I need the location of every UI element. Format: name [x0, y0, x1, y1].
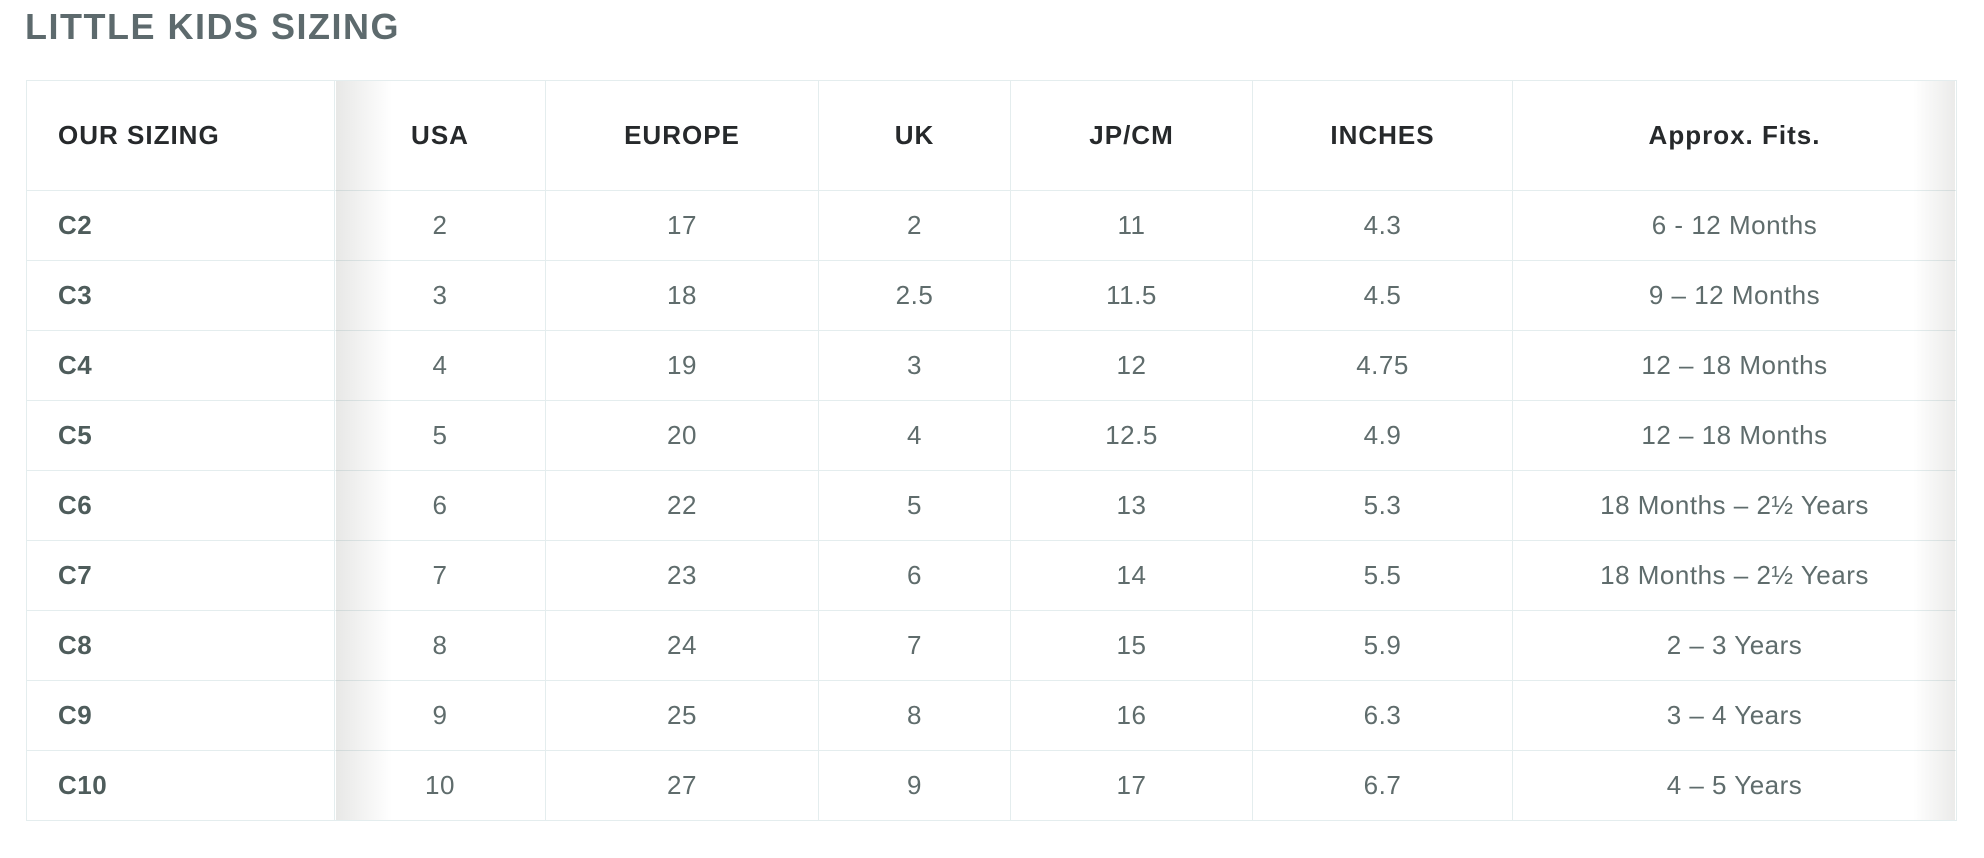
page-title: LITTLE KIDS SIZING: [25, 6, 400, 47]
jpcm-cell: 11: [1010, 190, 1253, 261]
size-label-cell: C7: [26, 540, 335, 611]
europe-cell: 19: [545, 330, 819, 401]
inches-cell: 4.75: [1252, 330, 1513, 401]
size-label-cell: C10: [26, 750, 335, 821]
jpcm-cell: 12: [1010, 330, 1253, 401]
header-row: OUR SIZING USA EUROPE UK JP/CM INCHES Ap…: [26, 80, 1957, 191]
approx-fits-cell: 2 – 3 Years: [1512, 610, 1957, 681]
column-header-europe: EUROPE: [545, 80, 819, 191]
europe-cell: 23: [545, 540, 819, 611]
size-label-cell: C4: [26, 330, 335, 401]
sizing-table: OUR SIZING USA EUROPE UK JP/CM INCHES Ap…: [26, 80, 1957, 821]
inches-cell: 6.3: [1252, 680, 1513, 751]
inches-cell: 6.7: [1252, 750, 1513, 821]
size-label-cell: C9: [26, 680, 335, 751]
usa-cell: 10: [334, 750, 546, 821]
jpcm-cell: 14: [1010, 540, 1253, 611]
column-header-jpcm: JP/CM: [1010, 80, 1253, 191]
table-row: C2 2 17 2 11 4.3 6 - 12 Months: [26, 190, 1957, 261]
europe-cell: 27: [545, 750, 819, 821]
jpcm-cell: 16: [1010, 680, 1253, 751]
europe-cell: 17: [545, 190, 819, 261]
uk-cell: 5: [818, 470, 1011, 541]
table-row: C10 10 27 9 17 6.7 4 – 5 Years: [26, 750, 1957, 821]
jpcm-cell: 11.5: [1010, 260, 1253, 331]
column-header-uk: UK: [818, 80, 1011, 191]
usa-cell: 6: [334, 470, 546, 541]
europe-cell: 25: [545, 680, 819, 751]
column-header-our-sizing: OUR SIZING: [26, 80, 335, 191]
europe-cell: 18: [545, 260, 819, 331]
table-row: C6 6 22 5 13 5.3 18 Months – 2½ Years: [26, 470, 1957, 541]
size-label-cell: C2: [26, 190, 335, 261]
uk-cell: 4: [818, 400, 1011, 471]
usa-cell: 9: [334, 680, 546, 751]
usa-cell: 8: [334, 610, 546, 681]
usa-cell: 3: [334, 260, 546, 331]
size-label-cell: C3: [26, 260, 335, 331]
column-header-approx-fits: Approx. Fits.: [1512, 80, 1957, 191]
usa-cell: 7: [334, 540, 546, 611]
uk-cell: 3: [818, 330, 1011, 401]
uk-cell: 8: [818, 680, 1011, 751]
jpcm-cell: 15: [1010, 610, 1253, 681]
approx-fits-cell: 18 Months – 2½ Years: [1512, 470, 1957, 541]
approx-fits-cell: 6 - 12 Months: [1512, 190, 1957, 261]
approx-fits-cell: 3 – 4 Years: [1512, 680, 1957, 751]
usa-cell: 5: [334, 400, 546, 471]
inches-cell: 5.9: [1252, 610, 1513, 681]
europe-cell: 22: [545, 470, 819, 541]
jpcm-cell: 17: [1010, 750, 1253, 821]
approx-fits-cell: 12 – 18 Months: [1512, 330, 1957, 401]
jpcm-cell: 12.5: [1010, 400, 1253, 471]
table-row: C4 4 19 3 12 4.75 12 – 18 Months: [26, 330, 1957, 401]
column-header-usa: USA: [334, 80, 546, 191]
approx-fits-cell: 9 – 12 Months: [1512, 260, 1957, 331]
uk-cell: 2.5: [818, 260, 1011, 331]
inches-cell: 5.5: [1252, 540, 1513, 611]
inches-cell: 5.3: [1252, 470, 1513, 541]
table-row: C9 9 25 8 16 6.3 3 – 4 Years: [26, 680, 1957, 751]
sizing-table-scroll-area[interactable]: OUR SIZING USA EUROPE UK JP/CM INCHES Ap…: [26, 80, 1957, 821]
size-label-cell: C5: [26, 400, 335, 471]
approx-fits-cell: 18 Months – 2½ Years: [1512, 540, 1957, 611]
uk-cell: 2: [818, 190, 1011, 261]
usa-cell: 4: [334, 330, 546, 401]
approx-fits-cell: 4 – 5 Years: [1512, 750, 1957, 821]
jpcm-cell: 13: [1010, 470, 1253, 541]
inches-cell: 4.5: [1252, 260, 1513, 331]
uk-cell: 7: [818, 610, 1011, 681]
table-row: C3 3 18 2.5 11.5 4.5 9 – 12 Months: [26, 260, 1957, 331]
uk-cell: 9: [818, 750, 1011, 821]
table-row: C8 8 24 7 15 5.9 2 – 3 Years: [26, 610, 1957, 681]
table-row: C7 7 23 6 14 5.5 18 Months – 2½ Years: [26, 540, 1957, 611]
column-header-inches: INCHES: [1252, 80, 1513, 191]
europe-cell: 24: [545, 610, 819, 681]
table-row: C5 5 20 4 12.5 4.9 12 – 18 Months: [26, 400, 1957, 471]
usa-cell: 2: [334, 190, 546, 261]
uk-cell: 6: [818, 540, 1011, 611]
inches-cell: 4.3: [1252, 190, 1513, 261]
approx-fits-cell: 12 – 18 Months: [1512, 400, 1957, 471]
europe-cell: 20: [545, 400, 819, 471]
size-label-cell: C8: [26, 610, 335, 681]
inches-cell: 4.9: [1252, 400, 1513, 471]
size-label-cell: C6: [26, 470, 335, 541]
